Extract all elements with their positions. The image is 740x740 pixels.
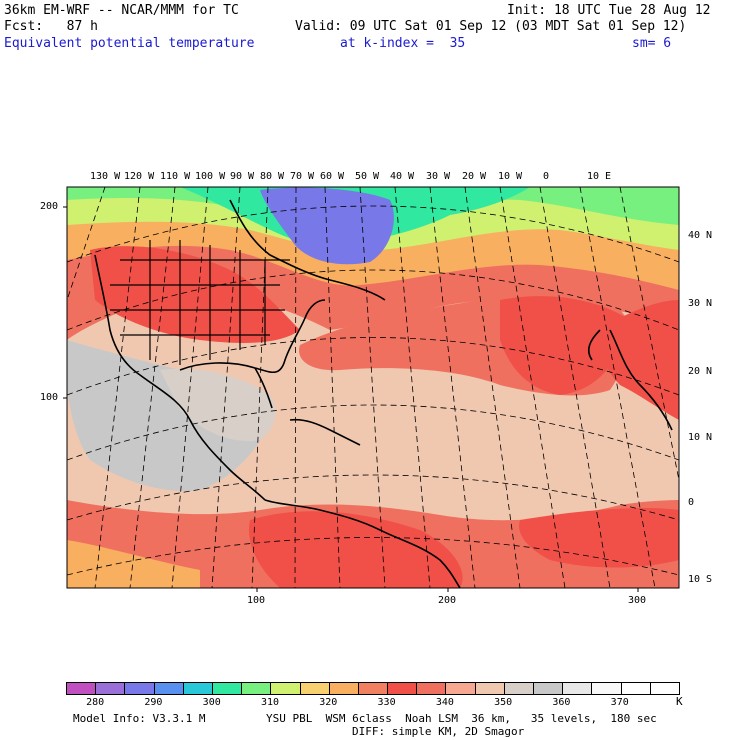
longitude-label: 90 W: [230, 171, 255, 182]
colorbar-swatch: [592, 683, 622, 694]
latitude-label: 40 N: [688, 230, 713, 241]
colorbar-swatch: [125, 683, 155, 694]
init-time: Init: 18 UTC Tue 28 Aug 12: [507, 3, 711, 18]
colorbar-swatch: [358, 683, 389, 694]
valid-time: Valid: 09 UTC Sat 01 Sep 12 (03 MDT Sat …: [295, 19, 687, 34]
colorbar-swatch: [504, 683, 534, 694]
model-title: 36km EM-WRF -- NCAR/MMM for TC: [4, 3, 239, 18]
longitude-label: 50 W: [355, 171, 380, 182]
longitude-label: 10 W: [498, 171, 523, 182]
longitude-label: 100 W: [195, 171, 226, 182]
state-borders: [110, 240, 290, 365]
model-info: Model Info: V3.3.1 M: [73, 712, 206, 725]
latitude-label: 0: [688, 497, 695, 508]
colorbar-swatch: [96, 683, 126, 694]
colorbar-tick-label: 330: [377, 697, 396, 708]
colorbar-tick-label: 360: [552, 697, 571, 708]
longitude-label: 0: [543, 171, 550, 182]
colorbar-tick-label: 300: [202, 697, 221, 708]
colorbar-swatch: [300, 683, 330, 694]
colorbar-swatch: [563, 683, 593, 694]
physics-info: YSU PBL WSM 6class Noah LSM 36 km, 35 le…: [266, 712, 657, 725]
colorbar-tick-label: 370: [610, 697, 629, 708]
latitude-label: 20 N: [688, 366, 713, 377]
colorbar-swatch: [388, 683, 418, 694]
colorbar-swatch: [534, 683, 564, 694]
colorbar: [66, 682, 680, 695]
longitude-label: 20 W: [462, 171, 487, 182]
longitude-label: 70 W: [290, 171, 315, 182]
longitude-label: 60 W: [320, 171, 345, 182]
field-name: Equivalent potential temperature: [4, 36, 255, 51]
colorbar-tick-label: 320: [319, 697, 338, 708]
colorbar-swatch: [475, 683, 505, 694]
longitude-label: 110 W: [160, 171, 191, 182]
colorbar-swatch: [417, 683, 447, 694]
colorbar-swatch: [212, 683, 243, 694]
colorbar-swatch: [446, 683, 476, 694]
diffusion-info: DIFF: simple KM, 2D Smagor: [352, 725, 525, 738]
latitude-label: 10 N: [688, 432, 713, 443]
level-info: at k-index = 35: [340, 36, 466, 51]
colorbar-unit: K: [676, 695, 683, 708]
coastlines: [94, 199, 673, 588]
colorbar-tick-label: 280: [86, 697, 105, 708]
colorbar-swatch: [329, 683, 359, 694]
forecast-hour: Fcst: 87 h: [4, 19, 98, 34]
grid-y-label: 200: [40, 201, 59, 212]
grid-x-label: 200: [438, 595, 457, 606]
graticule: [67, 187, 679, 588]
grid-y-label: 100: [40, 392, 59, 403]
colorbar-swatch: [650, 683, 679, 694]
longitude-label: 130 W: [90, 171, 121, 182]
axis-ticks: [63, 206, 639, 592]
smoothing-info: sm= 6: [632, 36, 672, 51]
colorbar-swatch: [67, 683, 97, 694]
latitude-label: 10 S: [688, 574, 713, 585]
colorbar-swatch: [621, 683, 651, 694]
map-frame: [66, 186, 680, 589]
grid-x-label: 100: [247, 595, 266, 606]
colorbar-tick-label: 340: [435, 697, 454, 708]
colorbar-swatch: [183, 683, 213, 694]
longitude-label: 40 W: [390, 171, 415, 182]
grid-x-label: 300: [628, 595, 647, 606]
colorbar-swatch: [242, 683, 272, 694]
colorbar-swatch: [154, 683, 184, 694]
latitude-label: 30 N: [688, 298, 713, 309]
colorbar-swatch: [271, 683, 301, 694]
longitude-label: 10 E: [587, 171, 612, 182]
colorbar-tick-label: 350: [494, 697, 513, 708]
longitude-label: 120 W: [124, 171, 155, 182]
colorbar-tick-label: 290: [144, 697, 163, 708]
longitude-label: 80 W: [260, 171, 285, 182]
longitude-label: 30 W: [426, 171, 451, 182]
colorbar-tick-label: 310: [260, 697, 280, 708]
